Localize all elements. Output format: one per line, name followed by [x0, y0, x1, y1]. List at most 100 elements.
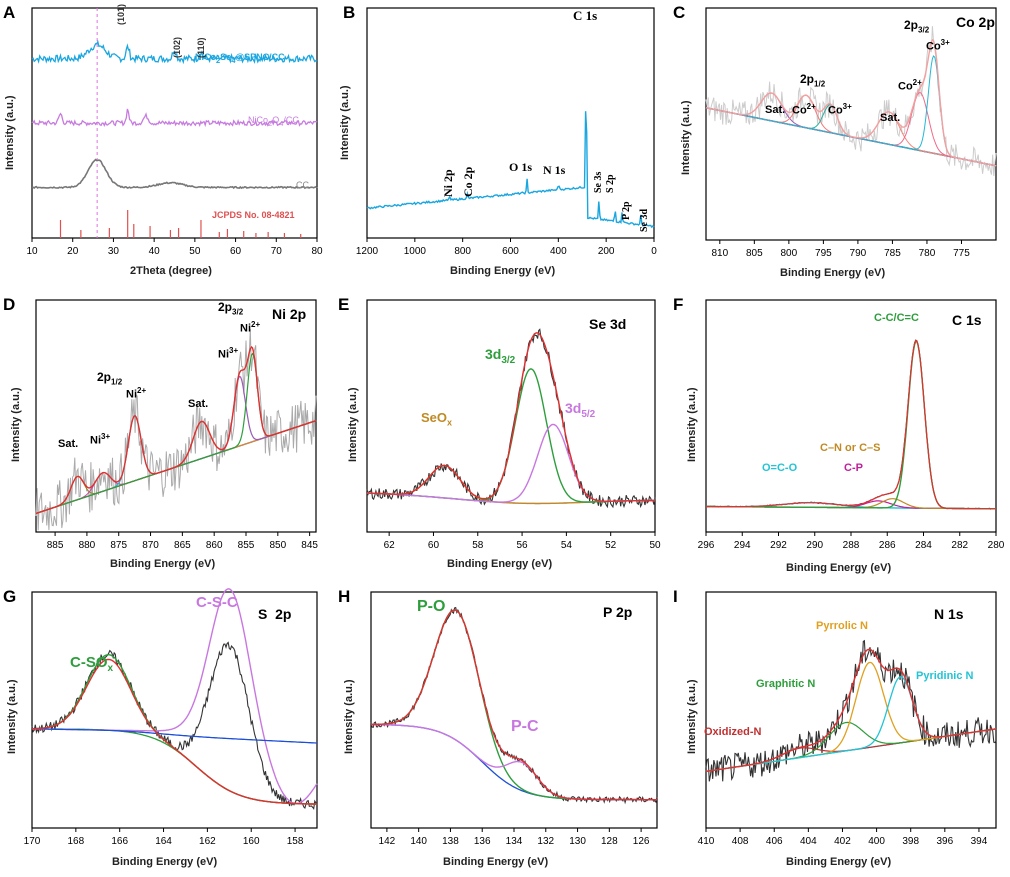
envelope: [705, 38, 997, 167]
x-tick-label: 166: [111, 836, 128, 847]
peak-ni3-left: Ni3+: [90, 432, 111, 447]
peak-cc: C-C/C=C: [874, 312, 919, 324]
legend-nico2o4: NiCo2O4/CC: [248, 115, 299, 128]
panel-label: D: [3, 295, 16, 314]
x-tick-label: 292: [770, 540, 787, 551]
annotation-2p32: 2p3/2: [218, 300, 244, 317]
x-tick-label: 865: [174, 540, 191, 551]
x-tick-label: 50: [649, 540, 661, 551]
envelope: [706, 339, 996, 510]
x-tick-label: 56: [517, 540, 529, 551]
x-tick-label: 128: [601, 836, 618, 847]
x-tick-label: 400: [550, 246, 567, 257]
x-axis-label: Binding Energy (eV): [786, 856, 892, 868]
survey-spectrum: [366, 111, 655, 229]
peak-pyrrolic: Pyrrolic N: [816, 620, 868, 632]
x-tick-label: 860: [206, 540, 223, 551]
x-tick-label: 160: [243, 836, 260, 847]
annotation-110: (110): [196, 37, 206, 58]
chart-i: 410 408 406 404 402 400 398 396 394: [698, 591, 997, 847]
x-tick-label: 40: [149, 246, 161, 257]
y-axis-label: Intensity (a.u.): [10, 387, 22, 462]
x-tick-label: 130: [569, 836, 586, 847]
x-tick-label: 296: [698, 540, 715, 551]
peak-co3-right: Co3+: [926, 38, 950, 53]
chart-d: 885 880 875 870 865 860 855 850 845: [35, 299, 318, 551]
x-tick-label: 290: [806, 540, 823, 551]
annotation-101: (101): [116, 3, 126, 25]
panel-h: H 142 140 138 136 134 132 130 128 126 P 2p Inten…: [335, 584, 665, 877]
x-tick-label: 138: [442, 836, 459, 847]
x-tick-label: 280: [988, 540, 1005, 551]
chart-title: C 1s: [952, 312, 982, 328]
raw-data: [705, 26, 997, 177]
peak-ni2-right: Ni2+: [240, 320, 261, 335]
peak-pc: P-C: [511, 718, 539, 735]
fit-seox: [366, 464, 655, 505]
x-tick-label: 132: [537, 836, 554, 847]
x-axis-label: Binding Energy (eV): [450, 265, 556, 277]
peak-se3s: Se 3s: [593, 171, 604, 193]
x-tick-label: 1000: [404, 246, 427, 257]
y-axis-label: Intensity (a.u.): [343, 679, 355, 754]
series-cc: [31, 158, 318, 190]
panel-label: H: [338, 587, 351, 606]
x-tick-label: 775: [953, 248, 970, 259]
x-axis-label: Binding Energy (eV): [780, 267, 886, 279]
x-tick-label: 396: [936, 836, 953, 847]
chart-title: Co 2p: [956, 14, 995, 30]
peak-co3-left: Co3+: [828, 102, 852, 117]
envelope: [366, 332, 655, 502]
legend-cc: CC: [296, 180, 309, 190]
x-tick-label: 54: [561, 540, 573, 551]
peak-co2-left: Co2+: [792, 102, 816, 117]
chart-title: P 2p: [603, 604, 633, 620]
x-tick-label: 200: [598, 246, 615, 257]
x-tick-label: 404: [800, 836, 817, 847]
x-tick-label: 850: [269, 540, 286, 551]
chart-b: 1200 1000 800 600 400 200 0: [356, 7, 657, 257]
peak-3d52: 3d5/2: [565, 400, 596, 420]
x-tick-label: 134: [506, 836, 523, 847]
peak-oxidized: Oxidized-N: [704, 726, 762, 738]
x-tick-label: 20: [67, 246, 79, 257]
peak-cn-cs: C–N or C–S: [820, 442, 881, 454]
panel-label: E: [338, 295, 350, 314]
x-tick-label: 142: [379, 836, 396, 847]
x-tick-label: 162: [199, 836, 216, 847]
peak-sat-left: Sat.: [765, 104, 786, 116]
x-tick-label: 394: [971, 836, 988, 847]
chart-title: N 1s: [934, 606, 964, 622]
x-tick-label: 800: [781, 248, 798, 259]
chart-c: 810 805 800 795 790 785 780 775: [705, 7, 997, 259]
peak-ni3-right: Ni3+: [218, 346, 239, 361]
x-tick-label: 400: [868, 836, 885, 847]
annotation-2p32: 2p3/2: [904, 18, 930, 35]
panel-c: C 810 805 800 795 790 785 780 775 Co 2p Intensi…: [670, 0, 1010, 290]
envelope: [371, 609, 657, 801]
x-tick-label: 62: [384, 540, 396, 551]
legend-jcpds: JCPDS No. 08-4821: [212, 210, 295, 220]
x-tick-label: 885: [47, 540, 64, 551]
x-tick-label: 0: [651, 246, 657, 257]
x-tick-label: 1200: [356, 246, 379, 257]
peak-pyridinic: Pyridinic N: [916, 670, 974, 682]
x-tick-label: 870: [142, 540, 159, 551]
peak-s2p: S 2p: [605, 174, 616, 193]
x-tick-label: 158: [287, 836, 304, 847]
x-tick-label: 80: [311, 246, 323, 257]
x-tick-label: 164: [155, 836, 172, 847]
peak-o1s: O 1s: [509, 160, 533, 174]
chart-g: 170 168 166 164 162 160 158: [24, 588, 318, 847]
x-tick-label: 880: [79, 540, 96, 551]
x-tick-label: 284: [915, 540, 932, 551]
x-tick-label: 30: [108, 246, 120, 257]
x-axis-label: Binding Energy (eV): [110, 558, 216, 570]
peak-co2p: Co 2p: [461, 166, 475, 197]
peak-sat-right: Sat.: [880, 112, 901, 124]
panel-b: B 1200 1000 800 600 400 200 0 Intensity (a.u.)…: [335, 0, 665, 290]
chart-title: S 2p: [258, 606, 292, 622]
peak-css: C-S-C: [196, 594, 238, 611]
peak-c1s: C 1s: [573, 8, 598, 23]
envelope: [705, 648, 997, 773]
